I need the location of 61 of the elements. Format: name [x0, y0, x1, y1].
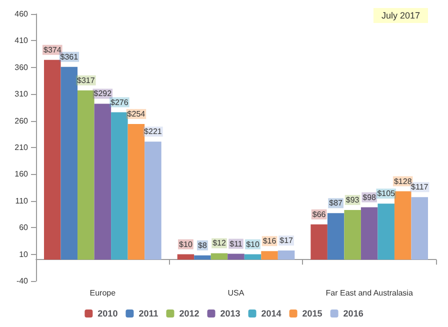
data-label: $11	[230, 239, 243, 248]
data-label: $17	[280, 236, 294, 246]
data-label: $374	[43, 45, 62, 54]
bar	[378, 204, 394, 260]
y-tick-label: 460	[14, 10, 29, 18]
data-label: $361	[60, 52, 79, 62]
annotation: July 2017	[381, 10, 420, 20]
bar	[244, 254, 262, 260]
data-label: $87	[329, 198, 344, 208]
y-tick-label: 10	[19, 250, 29, 259]
bar	[177, 254, 194, 260]
legend-label: 2012	[179, 308, 200, 318]
y-tick-label: -40	[16, 276, 29, 286]
bar	[327, 213, 344, 260]
bar	[278, 250, 295, 260]
bar	[228, 254, 244, 260]
data-label: $292	[94, 89, 112, 98]
data-label: $93	[346, 195, 360, 204]
x-tick-label: Far East and Australasia	[326, 288, 414, 298]
data-label: $66	[312, 210, 326, 219]
x-tick-label: USA	[228, 288, 245, 298]
data-label: $16	[262, 236, 277, 246]
bar	[194, 255, 211, 260]
data-label: $117	[411, 182, 429, 192]
legend-label: 2016	[343, 308, 364, 318]
data-label: $12	[212, 238, 226, 248]
bar	[360, 207, 378, 260]
data-label: $98	[362, 192, 377, 202]
y-tick-label: 360	[14, 62, 29, 72]
bar	[261, 251, 278, 260]
bar	[111, 112, 128, 260]
data-label: $276	[110, 98, 129, 107]
data-label: $128	[394, 176, 412, 186]
legend-label: 2014	[261, 308, 282, 318]
bar	[94, 104, 112, 260]
legend-label: 2015	[302, 308, 322, 318]
y-tick-label: 210	[14, 143, 29, 152]
bar	[344, 210, 361, 260]
y-tick-label: 110	[15, 196, 29, 206]
bar	[60, 66, 78, 260]
x-tick-label: Europe	[90, 288, 116, 298]
bar	[144, 142, 162, 260]
data-label: $8	[198, 240, 208, 250]
y-tick-label: 160	[14, 170, 29, 179]
bar	[310, 224, 328, 260]
data-label: $254	[127, 110, 146, 119]
bar	[210, 253, 228, 260]
data-label: $10	[246, 240, 260, 249]
bar	[394, 191, 412, 260]
bar	[78, 90, 94, 260]
y-tick-label: 260	[14, 116, 29, 126]
data-label: $10	[179, 240, 193, 249]
y-tick-label: 310	[14, 90, 29, 99]
bar	[44, 60, 61, 260]
y-tick-label: 410	[14, 36, 29, 46]
y-tick-label: 60	[19, 223, 29, 232]
legend-label: 2010	[98, 308, 118, 318]
bar	[128, 124, 145, 260]
bar	[411, 197, 428, 260]
legend-label: 2013	[220, 308, 240, 318]
legend-label: 2011	[138, 308, 158, 318]
